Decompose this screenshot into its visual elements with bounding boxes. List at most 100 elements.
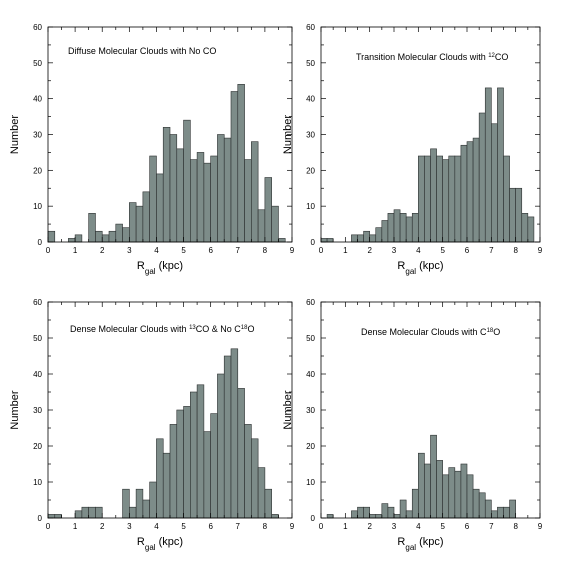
title-part: (kpc) <box>156 536 184 548</box>
x-tick-label: 8 <box>513 246 518 255</box>
histogram-bar <box>74 234 83 243</box>
x-tick-label: 0 <box>319 246 324 255</box>
histogram-bar <box>387 506 395 519</box>
histogram-bar <box>101 234 110 243</box>
x-tick-label: 8 <box>513 522 518 531</box>
histogram-bar <box>271 514 279 519</box>
histogram-bar <box>237 388 245 519</box>
histogram-bar <box>478 492 486 519</box>
x-tick-label: 0 <box>319 522 324 531</box>
histogram-bar <box>357 234 364 243</box>
histogram-bar <box>122 488 130 519</box>
histogram-bar <box>509 499 516 519</box>
title-part: Transition Molecular Clouds with <box>356 52 488 62</box>
histogram-bar <box>115 223 123 243</box>
x-tick-label: 0 <box>46 522 51 531</box>
histogram-bar <box>95 230 103 243</box>
histogram-bar <box>320 238 328 243</box>
histogram-bar <box>387 213 395 243</box>
histogram-bar <box>74 510 83 519</box>
y-tick-label: 10 <box>306 478 315 487</box>
panel-title: Dense Molecular Clouds with 13CO & No C1… <box>70 324 254 334</box>
y-tick-label: 10 <box>33 478 42 487</box>
y-axis-label: Number <box>9 390 21 429</box>
histogram-bar <box>264 177 272 243</box>
title-part: R <box>137 536 145 548</box>
histogram-bar <box>47 230 56 243</box>
histogram-bar <box>244 159 252 243</box>
x-tick-label: 4 <box>416 522 421 531</box>
histogram-bar <box>527 216 535 243</box>
y-axis-label: Number <box>282 115 294 154</box>
y-tick-label: 60 <box>33 23 42 32</box>
x-tick-label: 1 <box>343 246 348 255</box>
histogram-bar <box>156 438 164 519</box>
x-tick-label: 2 <box>100 246 105 255</box>
x-tick-label: 5 <box>181 246 186 255</box>
histogram-bar <box>460 144 468 243</box>
x-tick-label: 9 <box>538 246 543 255</box>
title-part: (kpc) <box>416 260 444 272</box>
histogram-bar <box>203 431 211 519</box>
histogram-bar <box>190 159 198 243</box>
y-tick-label: 30 <box>33 131 42 140</box>
x-tick-label: 7 <box>236 246 241 255</box>
histogram-bar <box>183 119 191 243</box>
x-tick-label: 6 <box>208 522 213 531</box>
title-part: Dense Molecular Clouds with C <box>361 327 487 337</box>
y-tick-label: 10 <box>33 202 42 211</box>
histogram-bar <box>369 514 377 519</box>
y-tick-label: 20 <box>33 166 42 175</box>
panel-title: Dense Molecular Clouds with C18O <box>361 327 500 337</box>
x-tick-label: 5 <box>181 522 186 531</box>
x-tick-label: 6 <box>208 246 213 255</box>
x-tick-label: 8 <box>263 522 268 531</box>
x-tick-label: 9 <box>290 522 295 531</box>
histogram-bar <box>88 213 96 243</box>
histogram-bar <box>68 238 76 243</box>
histogram-panel-1: 0 1 2 3 4 5 6 7 8 9 0 10 20 30 40 50 60 Number Rgal (kpc) D… <box>9 23 295 276</box>
histogram-bar <box>399 213 407 243</box>
y-tick-label: 0 <box>38 238 43 247</box>
x-tick-label: 3 <box>127 522 132 531</box>
histogram-bar <box>217 134 225 243</box>
y-tick-label: 50 <box>33 59 42 68</box>
histogram-bar <box>405 216 413 243</box>
histogram-bar <box>497 506 504 519</box>
y-tick-label: 50 <box>33 334 42 343</box>
histogram-bar <box>478 112 486 243</box>
histogram-bar <box>88 506 96 519</box>
histogram-bar <box>183 406 191 519</box>
y-tick-label: 10 <box>306 202 315 211</box>
histogram-bar <box>142 191 150 243</box>
y-tick-label: 60 <box>306 23 315 32</box>
histogram-bar <box>411 488 419 519</box>
y-tick-label: 0 <box>311 238 316 247</box>
histogram-bar <box>503 155 510 243</box>
y-tick-label: 50 <box>306 334 315 343</box>
histogram-bar <box>162 127 171 243</box>
histogram-panel-4: 0 1 2 3 4 5 6 7 8 9 0 10 20 30 40 50 60 Number Rgal (kpc) D… <box>282 298 543 552</box>
histogram-bar <box>196 384 205 519</box>
histogram-bar <box>244 424 252 519</box>
histogram-bar <box>509 187 516 243</box>
histogram-bar <box>357 506 364 519</box>
histogram-bar <box>448 467 456 519</box>
x-tick-label: 6 <box>465 522 470 531</box>
histogram-bar <box>251 438 259 519</box>
x-tick-label: 1 <box>73 522 78 531</box>
histogram-bar <box>156 173 164 243</box>
y-tick-label: 50 <box>306 59 315 68</box>
y-tick-label: 20 <box>306 442 315 451</box>
x-tick-label: 5 <box>440 246 445 255</box>
x-tick-label: 6 <box>465 246 470 255</box>
title-part: O <box>247 324 254 334</box>
histogram-bar <box>369 234 377 243</box>
y-tick-label: 0 <box>38 514 43 523</box>
x-tick-label: 3 <box>392 246 397 255</box>
x-tick-label: 2 <box>367 522 372 531</box>
histogram-bar <box>466 474 474 519</box>
x-axis-label: Rgal (kpc) <box>397 536 443 552</box>
x-tick-label: 7 <box>236 522 241 531</box>
